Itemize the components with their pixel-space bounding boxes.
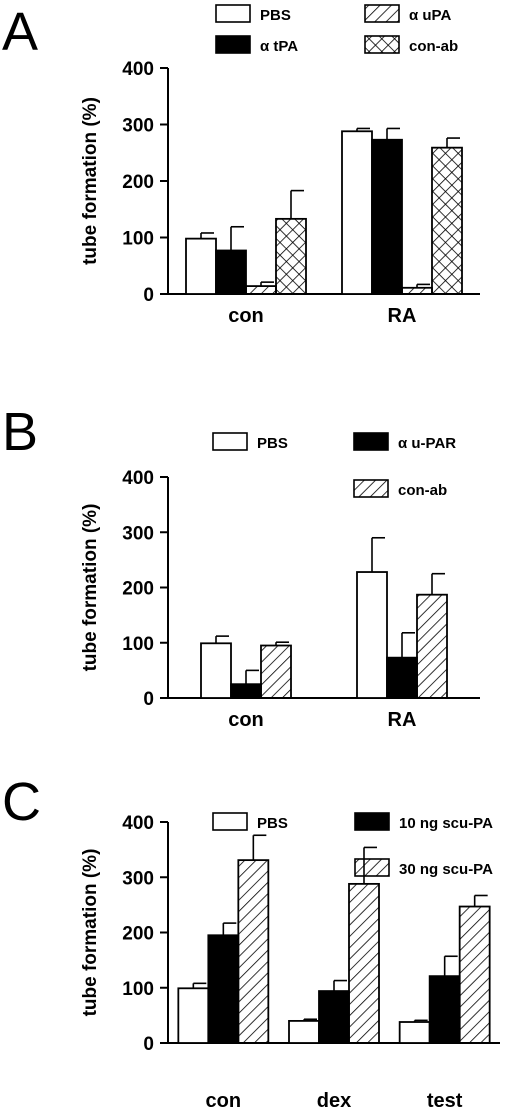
legend-swatch [212,812,248,831]
bar-con-1 [230,683,262,699]
legend-label: PBS [257,435,288,452]
bar-dex-0 [288,1019,320,1044]
y-tick-label: 300 [122,116,154,137]
bar-con-0 [185,237,217,295]
chart-b: B 0 100 200 300 400 tube formation (%) con RA PBS… [2,402,480,731]
bar-test-2 [458,905,491,1044]
legend-swatch [354,812,390,831]
category-label: test [427,1090,463,1112]
y-tick-label: 400 [122,468,154,489]
legend-label: 30 ng scu-PA [399,861,493,878]
bar-RA-0 [356,571,388,699]
panel-a: A 0 100 200 300 400 tube formation (%) con RA PBS… [0,0,520,350]
legend-label: con-ab [398,482,447,499]
bar-con-2 [245,285,277,295]
bar-con-0 [177,987,210,1044]
legend-swatch [215,35,251,54]
y-tick-label: 100 [122,979,154,1000]
category-label: con [228,709,264,731]
category-label: con [228,305,264,327]
legend-label: PBS [257,815,288,832]
legend-label: con-ab [409,38,458,55]
category-label: con [206,1090,242,1112]
bar-RA-1 [386,656,418,699]
y-tick-label: 200 [122,579,154,600]
category-label: dex [317,1090,351,1112]
category-label: RA [388,305,417,327]
legend-swatch [354,858,390,877]
y-axis-label: tube formation (%) [80,849,101,1017]
y-tick-label: 0 [143,689,154,710]
panel-letter: B [2,402,38,462]
y-tick-label: 0 [143,285,154,306]
legend-swatch [353,432,389,451]
bar-RA-2 [401,286,433,295]
chart-c: C 0 100 200 300 400 tube formation (%) con dex te… [2,772,500,1112]
legend-label: α tPA [260,38,298,55]
legend-swatch [212,432,248,451]
y-tick-label: 200 [122,172,154,193]
bar-RA-0 [341,130,373,295]
y-tick-label: 100 [122,229,154,250]
panel-b: B 0 100 200 300 400 tube formation (%) con RA PBS… [0,380,520,731]
y-tick-label: 400 [122,813,154,834]
bar-con-1 [207,934,240,1044]
legend-label: 10 ng scu-PA [399,815,493,832]
legend-swatch [364,4,400,23]
y-tick-label: 400 [122,59,154,80]
legend-swatch [364,35,400,54]
bar-con-2 [260,644,292,699]
y-tick-label: 100 [122,634,154,655]
category-label: RA [388,709,417,731]
bar-RA-2 [416,593,448,699]
legend-label: α u-PAR [398,435,456,452]
y-tick-label: 0 [143,1034,154,1055]
legend-swatch [353,479,389,498]
bar-con-3 [275,217,307,295]
legend-label: PBS [260,7,291,24]
bar-dex-2 [348,882,380,1044]
bar-con-2 [237,859,270,1044]
y-axis-label: tube formation (%) [80,97,101,265]
panel-letter: C [2,772,41,832]
legend-label: α uPA [409,7,451,24]
bar-test-0 [398,1021,431,1044]
bar-RA-1 [371,138,403,295]
bar-dex-1 [318,990,350,1044]
bar-con-0 [200,642,232,699]
y-tick-label: 200 [122,924,154,945]
chart-a: A 0 100 200 300 400 tube formation (%) con RA PBS… [2,2,480,327]
panel-letter: A [2,2,38,62]
bar-con-1 [215,249,247,295]
y-tick-label: 300 [122,523,154,544]
panel-c: C 0 100 200 300 400 tube formation (%) con dex te… [0,765,520,1117]
y-tick-label: 300 [122,868,154,889]
bar-test-1 [428,975,461,1044]
legend-swatch [215,4,251,23]
y-axis-label: tube formation (%) [80,504,101,672]
bar-RA-3 [431,146,463,295]
